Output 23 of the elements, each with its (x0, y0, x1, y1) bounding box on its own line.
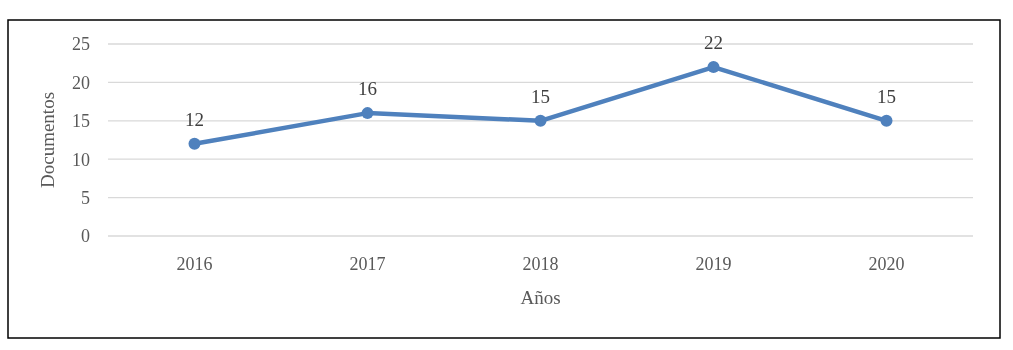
y-tick-label: 15 (72, 111, 90, 132)
data-label: 22 (704, 32, 723, 54)
point (188, 137, 201, 150)
y-tick-label: 10 (72, 149, 90, 170)
point (361, 107, 374, 120)
x-tick-label: 2019 (695, 254, 732, 274)
point (534, 114, 547, 127)
x-tick-label: 2018 (522, 254, 559, 274)
y-tick-label: 25 (72, 34, 90, 55)
y-tick-label: 0 (81, 226, 90, 247)
point (880, 114, 893, 127)
x-axis-title: Años (520, 287, 561, 308)
data-label: 16 (358, 78, 377, 100)
y-tick-label: 20 (72, 72, 90, 93)
y-tick-label: 5 (81, 187, 90, 208)
x-tick-label: 2016 (176, 254, 213, 274)
y-axis-title: Documentos (37, 91, 58, 189)
data-label: 15 (531, 85, 550, 107)
data-label: 12 (185, 108, 204, 130)
point (707, 61, 720, 74)
x-tick-label: 2017 (349, 254, 386, 274)
data-label: 15 (877, 85, 896, 107)
x-tick-label: 2020 (868, 254, 905, 274)
